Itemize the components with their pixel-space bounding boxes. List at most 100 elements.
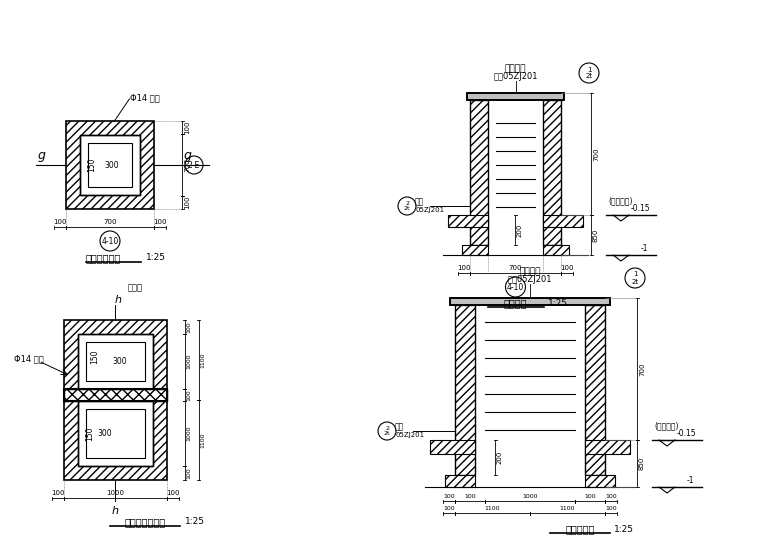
Text: 爬梯大样: 爬梯大样 [504, 298, 527, 308]
Bar [64, 320, 166, 480]
Text: 100: 100 [464, 494, 476, 499]
Bar [450, 298, 610, 305]
Text: 100: 100 [605, 506, 617, 511]
Text: 150: 150 [90, 349, 100, 364]
Bar [78, 401, 153, 466]
Bar [585, 305, 605, 475]
Text: 100: 100 [443, 506, 454, 511]
Bar [85, 342, 144, 381]
Text: 200: 200 [497, 451, 503, 464]
Text: 参见05ZJ201: 参见05ZJ201 [493, 72, 538, 81]
Bar [88, 143, 132, 187]
Text: Φ14 拉手: Φ14 拉手 [131, 93, 160, 103]
Text: 100: 100 [584, 494, 596, 499]
Bar [64, 389, 166, 401]
Text: 1
2t: 1 2t [585, 67, 593, 79]
Text: Φ14 拉手: Φ14 拉手 [14, 355, 43, 364]
Text: 100: 100 [166, 490, 179, 496]
Text: 100: 100 [443, 494, 454, 499]
Text: 1:25: 1:25 [185, 517, 205, 527]
Text: -1: -1 [641, 244, 648, 253]
Bar [430, 440, 475, 454]
Text: 1
2t: 1 2t [632, 271, 638, 285]
Text: 700: 700 [508, 265, 522, 271]
Text: 850: 850 [639, 457, 645, 470]
Text: 爬梯平面大样: 爬梯平面大样 [86, 253, 122, 263]
Bar [462, 245, 488, 255]
Text: 4-10: 4-10 [507, 282, 524, 291]
Bar [450, 298, 610, 305]
Text: 100: 100 [186, 467, 192, 479]
Text: 1100: 1100 [560, 506, 575, 511]
Text: 700: 700 [103, 219, 117, 225]
Text: 150: 150 [87, 158, 97, 172]
Text: 2
2t: 2 2t [404, 200, 410, 211]
Bar [80, 135, 140, 195]
Text: 300: 300 [98, 429, 112, 438]
Bar [78, 401, 153, 466]
Text: 参见05ZJ201: 参见05ZJ201 [508, 275, 553, 284]
Text: 2-E: 2-E [188, 160, 200, 169]
Text: 检修口: 检修口 [128, 283, 143, 292]
Text: 1:25: 1:25 [547, 299, 568, 307]
Bar [585, 440, 630, 454]
Text: g: g [184, 149, 192, 162]
Text: 1:25: 1:25 [146, 254, 166, 263]
Bar [543, 215, 583, 227]
Text: 300: 300 [105, 160, 119, 169]
Bar [64, 389, 166, 401]
Text: 1000: 1000 [186, 354, 192, 369]
Bar [448, 215, 488, 227]
Text: 100: 100 [560, 265, 574, 271]
Text: 100: 100 [605, 494, 617, 499]
Text: h: h [112, 506, 119, 516]
Bar [78, 334, 153, 389]
Text: 200: 200 [517, 223, 523, 236]
Text: 1100: 1100 [485, 506, 500, 511]
Text: 检修口平面大样: 检修口平面大样 [125, 517, 166, 527]
Text: 100: 100 [154, 219, 166, 225]
Text: 1:25: 1:25 [614, 524, 634, 533]
Text: 700: 700 [184, 158, 190, 171]
Text: 流水: 流水 [395, 422, 404, 431]
Text: 100: 100 [51, 490, 65, 496]
Text: 1000: 1000 [186, 426, 192, 441]
Text: 1100: 1100 [201, 352, 205, 368]
Text: 300: 300 [112, 357, 128, 366]
Text: 1000: 1000 [522, 494, 538, 499]
Bar [455, 305, 475, 475]
Text: 检修口大样: 检修口大样 [565, 524, 594, 534]
Text: 4-10: 4-10 [101, 236, 119, 245]
Text: 05ZJ201: 05ZJ201 [395, 432, 424, 438]
Text: 流水: 流水 [415, 198, 424, 206]
Text: 2
2t: 2 2t [384, 426, 390, 436]
Text: 850: 850 [593, 228, 599, 241]
Text: 700: 700 [593, 147, 599, 161]
Bar [470, 100, 488, 245]
Bar [85, 409, 144, 458]
Text: 定制盖板: 定制盖板 [519, 267, 541, 276]
Text: 100: 100 [184, 121, 190, 134]
Text: 定制盖板: 定制盖板 [505, 64, 526, 73]
Text: h: h [115, 295, 122, 305]
Bar [80, 135, 140, 195]
Text: 100: 100 [186, 389, 192, 401]
Bar [543, 245, 569, 255]
Bar [467, 93, 564, 100]
Text: 100: 100 [53, 219, 67, 225]
Text: -1: -1 [687, 476, 695, 485]
Text: 150: 150 [85, 426, 94, 441]
Bar [78, 334, 153, 389]
Bar [585, 475, 615, 487]
Text: (室外地坪): (室外地坪) [654, 421, 679, 430]
Bar [543, 100, 561, 245]
Bar [467, 93, 564, 100]
Text: g: g [38, 149, 46, 162]
Bar [445, 475, 475, 487]
Text: 1100: 1100 [201, 432, 205, 448]
Text: 700: 700 [639, 362, 645, 376]
Text: -0.15: -0.15 [677, 429, 697, 438]
Text: 100: 100 [186, 321, 192, 333]
Text: 100: 100 [184, 196, 190, 209]
Text: (室外地坪): (室外地坪) [608, 196, 632, 205]
